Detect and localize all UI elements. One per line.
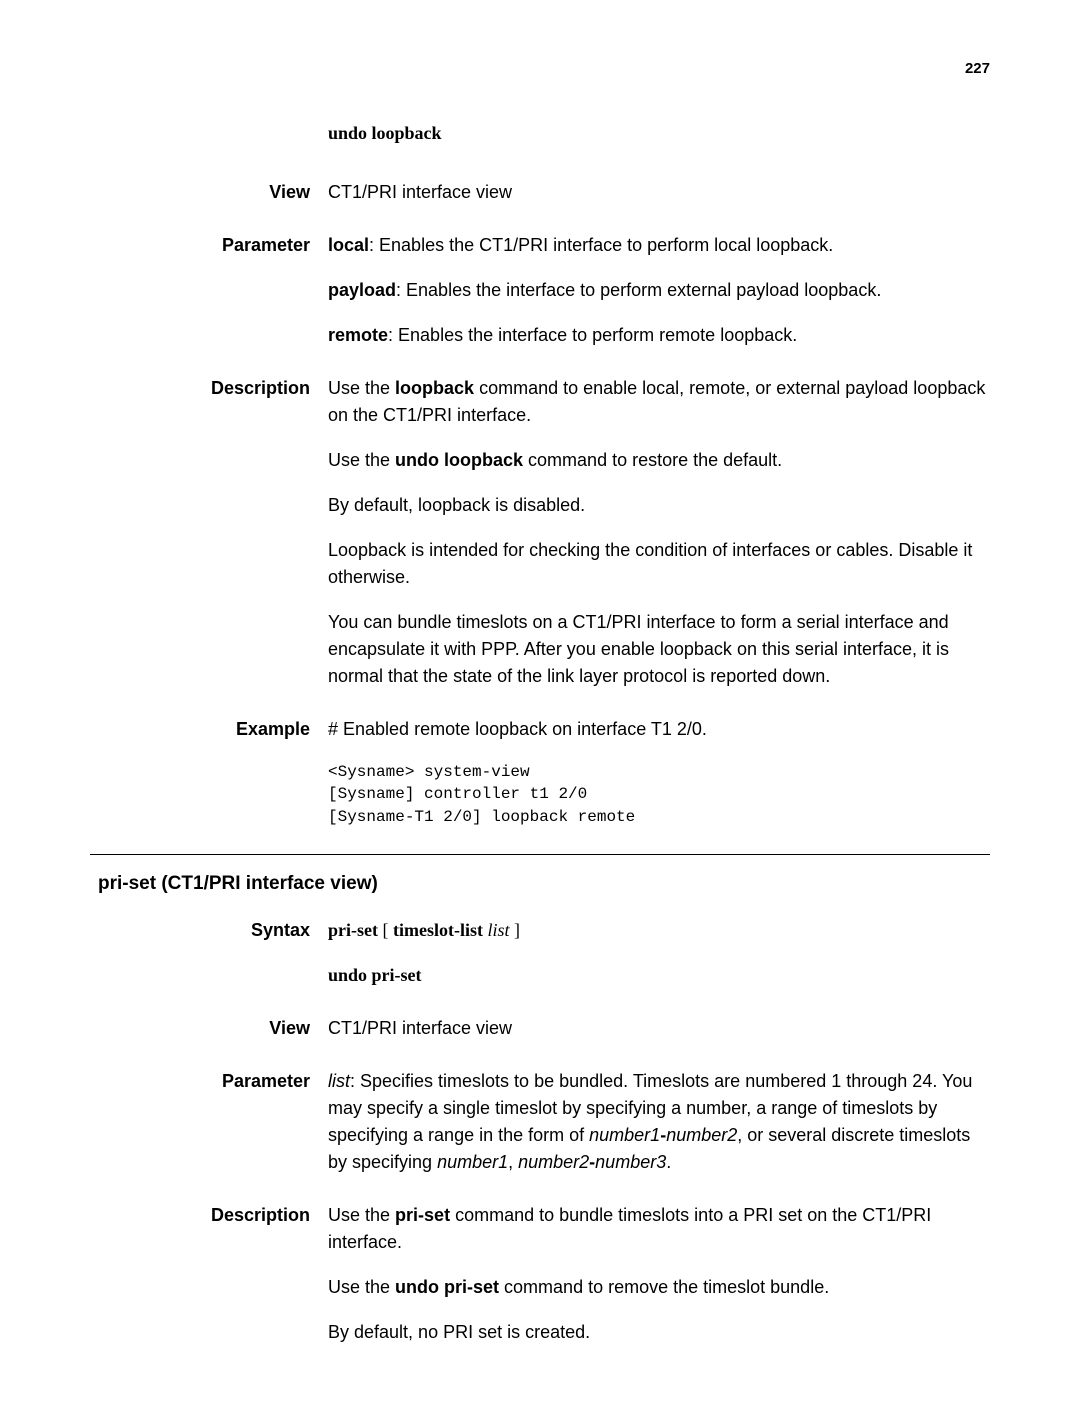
description-label: Description	[90, 375, 328, 402]
priset-parameter-label: Parameter	[90, 1068, 328, 1095]
spacer	[90, 1003, 990, 1015]
priset-view-row: View CT1/PRI interface view	[90, 1015, 990, 1042]
spacer	[90, 1056, 990, 1068]
view-label: View	[90, 179, 328, 206]
parameter-row: Parameter local: Enables the CT1/PRI int…	[90, 232, 990, 349]
example-content: # Enabled remote loopback on interface T…	[328, 716, 990, 828]
description-row: Description Use the loopback command to …	[90, 375, 990, 690]
priset-parameter-content: list: Specifies timeslots to be bundled.…	[328, 1068, 990, 1176]
page-number: 227	[965, 60, 990, 77]
desc-p3: By default, loopback is disabled.	[328, 492, 990, 519]
priset-desc-p3: By default, no PRI set is created.	[328, 1319, 990, 1346]
t: pri-set	[395, 1205, 450, 1225]
t: pri-set	[328, 920, 378, 940]
t: [	[378, 920, 393, 940]
spacer	[90, 704, 990, 716]
t: timeslot-list	[393, 920, 483, 940]
view-text: CT1/PRI interface view	[328, 179, 990, 206]
desc-p4: Loopback is intended for checking the co…	[328, 537, 990, 591]
section-divider	[90, 854, 990, 855]
syntax-label: Syntax	[90, 917, 328, 944]
t: number2	[518, 1152, 589, 1172]
param-remote-text: : Enables the interface to perform remot…	[388, 325, 797, 345]
undo-priset-cmd: undo pri-set	[328, 962, 990, 989]
t: .	[666, 1152, 671, 1172]
parameter-content: local: Enables the CT1/PRI interface to …	[328, 232, 990, 349]
priset-parameter-row: Parameter list: Specifies timeslots to b…	[90, 1068, 990, 1176]
param-local-text: : Enables the CT1/PRI interface to perfo…	[369, 235, 833, 255]
desc-p1: Use the loopback command to enable local…	[328, 375, 990, 429]
t: command to remove the timeslot bundle.	[499, 1277, 829, 1297]
syntax-content: pri-set [ timeslot-list list ] undo pri-…	[328, 917, 990, 989]
syntax-row: Syntax pri-set [ timeslot-list list ] un…	[90, 917, 990, 989]
t: list	[487, 920, 509, 940]
priset-description-content: Use the pri-set command to bundle timesl…	[328, 1202, 990, 1346]
example-text: # Enabled remote loopback on interface T…	[328, 716, 990, 743]
t: loopback	[395, 378, 474, 398]
priset-heading: pri-set (CT1/PRI interface view)	[98, 873, 990, 895]
view-row: View CT1/PRI interface view	[90, 179, 990, 206]
priset-desc-p2: Use the undo pri-set command to remove t…	[328, 1274, 990, 1301]
spacer	[90, 60, 990, 120]
t: number1	[589, 1125, 660, 1145]
example-label: Example	[90, 716, 328, 743]
priset-description-row: Description Use the pri-set command to b…	[90, 1202, 990, 1346]
param-local-bold: local	[328, 235, 369, 255]
t: undo pri-set	[395, 1277, 499, 1297]
t: ,	[508, 1152, 518, 1172]
t: ]	[509, 920, 520, 940]
param-remote: remote: Enables the interface to perform…	[328, 322, 990, 349]
param-remote-bold: remote	[328, 325, 388, 345]
param-payload-text: : Enables the interface to perform exter…	[396, 280, 881, 300]
priset-view-label: View	[90, 1015, 328, 1042]
spacer	[90, 1190, 990, 1202]
spacer	[90, 363, 990, 375]
priset-view-text: CT1/PRI interface view	[328, 1015, 990, 1042]
undo-loopback-row: undo loopback	[90, 120, 990, 147]
t: Use the	[328, 378, 395, 398]
priset-param-list: list: Specifies timeslots to be bundled.…	[328, 1068, 990, 1176]
desc-p5: You can bundle timeslots on a CT1/PRI in…	[328, 609, 990, 690]
t: Use the	[328, 450, 395, 470]
priset-desc-p1: Use the pri-set command to bundle timesl…	[328, 1202, 990, 1256]
parameter-label: Parameter	[90, 232, 328, 259]
example-code: <Sysname> system-view [Sysname] controll…	[328, 761, 990, 828]
undo-loopback-cmd: undo loopback	[328, 120, 990, 147]
description-content: Use the loopback command to enable local…	[328, 375, 990, 690]
t: number2	[666, 1125, 737, 1145]
page-container: 227 undo loopback View CT1/PRI interface…	[0, 0, 1080, 1420]
param-payload: payload: Enables the interface to perfor…	[328, 277, 990, 304]
t: command to restore the default.	[523, 450, 782, 470]
param-payload-bold: payload	[328, 280, 396, 300]
t: Use the	[328, 1205, 395, 1225]
priset-description-label: Description	[90, 1202, 328, 1229]
syntax-line: pri-set [ timeslot-list list ]	[328, 917, 990, 944]
example-row: Example # Enabled remote loopback on int…	[90, 716, 990, 828]
t: Use the	[328, 1277, 395, 1297]
t: list	[328, 1071, 350, 1091]
t: undo loopback	[395, 450, 523, 470]
desc-p2: Use the undo loopback command to restore…	[328, 447, 990, 474]
t: number3	[595, 1152, 666, 1172]
spacer	[90, 220, 990, 232]
param-local: local: Enables the CT1/PRI interface to …	[328, 232, 990, 259]
t: number1	[437, 1152, 508, 1172]
spacer	[90, 161, 990, 179]
